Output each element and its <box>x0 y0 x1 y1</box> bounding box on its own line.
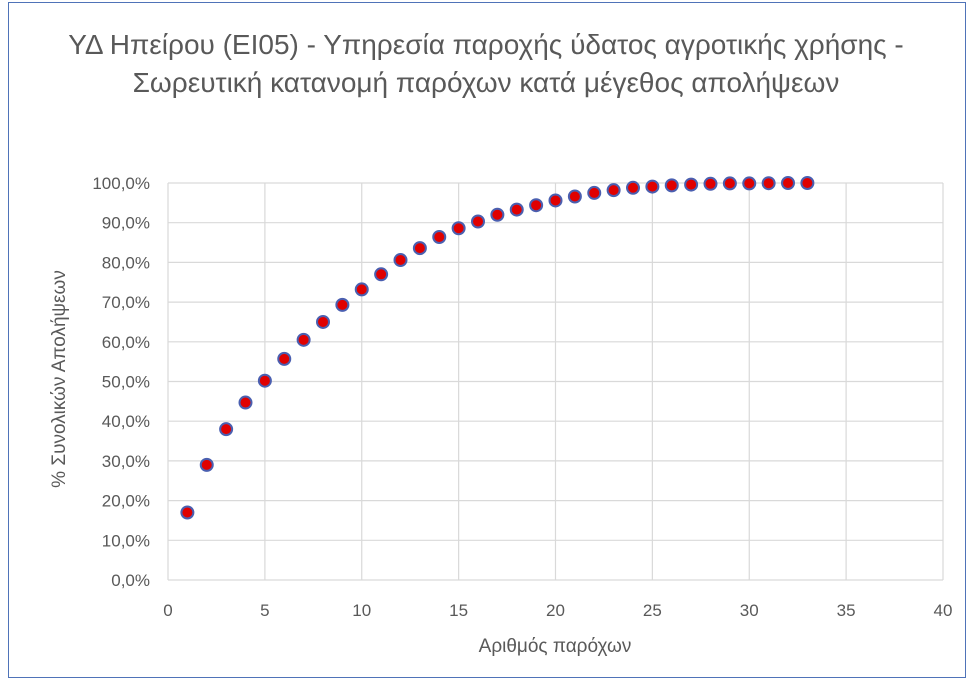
data-point <box>432 229 447 244</box>
data-point <box>219 422 234 437</box>
data-point <box>199 457 214 472</box>
data-point <box>335 297 350 312</box>
x-axis-ticks: 0 5 10 15 20 25 30 35 40 <box>163 601 952 620</box>
data-point <box>509 202 524 217</box>
x-tick-label: 5 <box>260 601 269 620</box>
data-point <box>567 189 582 204</box>
data-point <box>684 177 699 192</box>
x-tick-label: 20 <box>546 601 565 620</box>
data-point <box>587 185 602 200</box>
data-point <box>180 505 195 520</box>
x-tick-label: 25 <box>643 601 662 620</box>
data-point <box>471 214 485 229</box>
y-tick-label: 50,0% <box>102 373 150 392</box>
data-point <box>548 193 563 208</box>
y-tick-label: 100,0% <box>92 174 150 193</box>
data-point <box>412 241 427 256</box>
x-tick-label: 30 <box>740 601 759 620</box>
y-tick-label: 80,0% <box>102 253 150 272</box>
x-tick-label: 15 <box>449 601 468 620</box>
data-point <box>277 351 292 366</box>
x-tick-label: 40 <box>934 601 953 620</box>
x-tick-label: 0 <box>163 601 172 620</box>
data-point <box>664 178 679 193</box>
x-tick-label: 35 <box>837 601 856 620</box>
y-axis-ticks: 0,0% 10,0% 20,0% 30,0% 40,0% 50,0% 60,0% 70,0% 8… <box>92 174 150 590</box>
y-axis-title: % Συνολικών Απολήψεων <box>49 270 70 488</box>
y-tick-label: 10,0% <box>102 531 150 550</box>
x-tick-label: 10 <box>352 601 371 620</box>
data-point <box>645 179 660 194</box>
gridlines <box>167 182 944 581</box>
data-point <box>742 176 757 191</box>
data-point <box>374 267 389 282</box>
data-point <box>800 176 815 190</box>
data-point <box>296 332 311 347</box>
data-point <box>781 176 795 190</box>
data-point <box>257 373 272 388</box>
y-tick-label: 40,0% <box>102 412 150 431</box>
data-point <box>626 180 640 195</box>
y-tick-label: 0,0% <box>111 571 150 590</box>
data-point <box>451 221 466 236</box>
data-point <box>316 314 330 329</box>
y-tick-label: 20,0% <box>102 492 150 511</box>
data-points <box>180 176 815 520</box>
y-tick-label: 30,0% <box>102 452 150 471</box>
data-point <box>606 183 621 198</box>
data-point <box>761 176 776 191</box>
data-point <box>529 198 544 213</box>
y-tick-label: 60,0% <box>102 333 150 352</box>
data-point <box>238 395 253 410</box>
data-point <box>393 253 408 268</box>
data-point <box>354 282 369 297</box>
data-point <box>722 176 737 191</box>
chart-title: ΥΔ Ηπείρου (EI05) - Υπηρεσία παροχής ύδα… <box>68 29 904 98</box>
data-point <box>490 207 505 222</box>
y-tick-label: 70,0% <box>102 293 150 312</box>
x-axis-title: Αριθμός παρόχων <box>479 636 632 657</box>
y-tick-label: 90,0% <box>102 214 150 233</box>
data-point <box>703 176 718 191</box>
